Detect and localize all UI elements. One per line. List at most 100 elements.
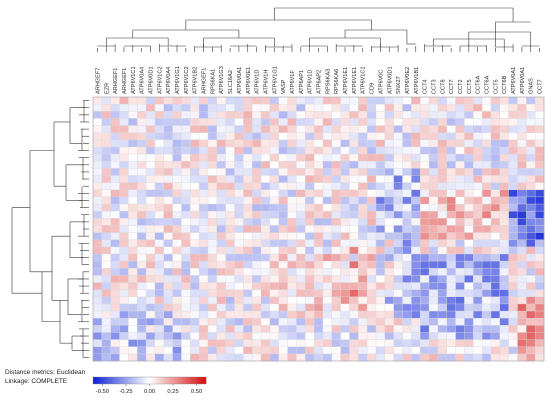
heatmap-cell <box>473 189 483 198</box>
heatmap-cell <box>119 211 129 219</box>
heatmap-cell <box>154 261 165 269</box>
heatmap-cell <box>384 325 394 333</box>
heatmap-cell <box>225 182 235 191</box>
heatmap-cell <box>128 253 138 262</box>
heatmap-cell <box>384 232 394 241</box>
heatmap-cell <box>367 139 377 148</box>
heatmap-cell <box>455 275 465 283</box>
heatmap-cell <box>367 289 377 298</box>
heatmap-cell <box>455 218 465 226</box>
heatmap-cell <box>349 111 359 119</box>
heatmap-cell <box>490 97 501 105</box>
heatmap-cell <box>234 161 244 169</box>
heatmap-cell <box>490 318 501 326</box>
heatmap-cell <box>535 239 545 248</box>
heatmap-cell <box>101 303 111 312</box>
heatmap-cell <box>234 146 244 155</box>
heatmap-cell <box>358 211 368 219</box>
heatmap-cell <box>499 339 509 348</box>
column-label: ATP6V1E1 <box>352 67 358 94</box>
heatmap-cell <box>526 261 536 269</box>
heatmap-cell <box>119 104 129 112</box>
heatmap-cell <box>517 303 527 312</box>
heatmap-cell <box>137 175 147 183</box>
heatmap-cell <box>526 175 536 183</box>
heatmap-cell <box>128 346 138 355</box>
heatmap-cell <box>499 182 509 191</box>
heatmap-cell <box>146 318 156 326</box>
heatmap-cell <box>163 118 173 126</box>
heatmap-cell <box>101 125 111 133</box>
heatmap-cell <box>93 332 103 340</box>
heatmap-cell <box>225 232 235 241</box>
heatmap-cell <box>252 353 262 362</box>
heatmap-cell <box>535 196 545 205</box>
heatmap-cell <box>482 239 492 248</box>
heatmap-cell <box>199 225 209 233</box>
heatmap-cell <box>119 196 129 205</box>
heatmap-cell <box>358 239 368 248</box>
colorbar-tick-label: -0.50 <box>96 389 109 395</box>
heatmap-cell <box>340 353 350 362</box>
heatmap-cell <box>411 97 421 105</box>
heatmap-cell <box>358 246 368 255</box>
heatmap-cell <box>234 318 244 326</box>
heatmap-cell <box>420 97 430 105</box>
heatmap-cell <box>499 118 509 126</box>
heatmap-cell <box>437 211 448 219</box>
heatmap-cell <box>101 139 111 148</box>
heatmap-cell <box>464 218 474 226</box>
heatmap-cell <box>128 189 138 198</box>
heatmap-cell <box>446 196 456 205</box>
heatmap-cell <box>137 161 147 169</box>
heatmap-cell <box>375 332 386 340</box>
heatmap-cell <box>526 111 536 119</box>
heatmap-cell <box>473 154 483 162</box>
heatmap-cell <box>181 132 191 141</box>
heatmap-cell <box>358 196 368 205</box>
heatmap-cell <box>261 261 271 269</box>
heatmap-cell <box>446 296 456 305</box>
heatmap-cell <box>375 296 386 305</box>
heatmap-cell <box>269 204 279 212</box>
heatmap-cell <box>119 168 129 176</box>
heatmap-cell <box>101 282 111 290</box>
heatmap-cell <box>429 139 439 148</box>
heatmap-cell <box>119 204 129 212</box>
heatmap-cell <box>93 282 103 290</box>
heatmap-cell <box>119 318 129 326</box>
heatmap-cell <box>508 346 518 355</box>
heatmap-cell <box>154 218 165 226</box>
heatmap-cell <box>314 196 324 205</box>
heatmap-cell <box>402 139 412 148</box>
heatmap-cell <box>402 239 412 248</box>
heatmap-cell <box>375 211 386 219</box>
heatmap-cell <box>349 261 359 269</box>
heatmap-cell <box>367 275 377 283</box>
heatmap-cell <box>199 268 209 276</box>
heatmap-cell <box>490 175 501 183</box>
heatmap-cell <box>172 118 182 126</box>
heatmap-cell <box>225 211 235 219</box>
heatmap-cell <box>287 204 297 212</box>
heatmap-cell <box>411 232 421 241</box>
heatmap-cell <box>269 246 279 255</box>
heatmap-cell <box>517 196 527 205</box>
colorbar-segment <box>109 377 113 384</box>
heatmap-cell <box>278 146 288 155</box>
heatmap-cell <box>464 282 474 290</box>
heatmap-cell <box>243 118 253 126</box>
heatmap-cell <box>110 282 120 290</box>
heatmap-cell <box>429 268 439 276</box>
heatmap-cell <box>402 289 412 298</box>
heatmap-cell <box>243 232 253 241</box>
heatmap-cell <box>163 239 173 248</box>
heatmap-cell <box>499 132 509 141</box>
heatmap-cell <box>137 275 147 283</box>
column-label: ATP6V1G3 <box>219 66 225 94</box>
heatmap-cell <box>482 196 492 205</box>
heatmap-cell <box>252 97 262 105</box>
heatmap-cell <box>464 253 474 262</box>
heatmap-cell <box>384 296 394 305</box>
column-label: ATP6V1C1 <box>131 66 137 94</box>
